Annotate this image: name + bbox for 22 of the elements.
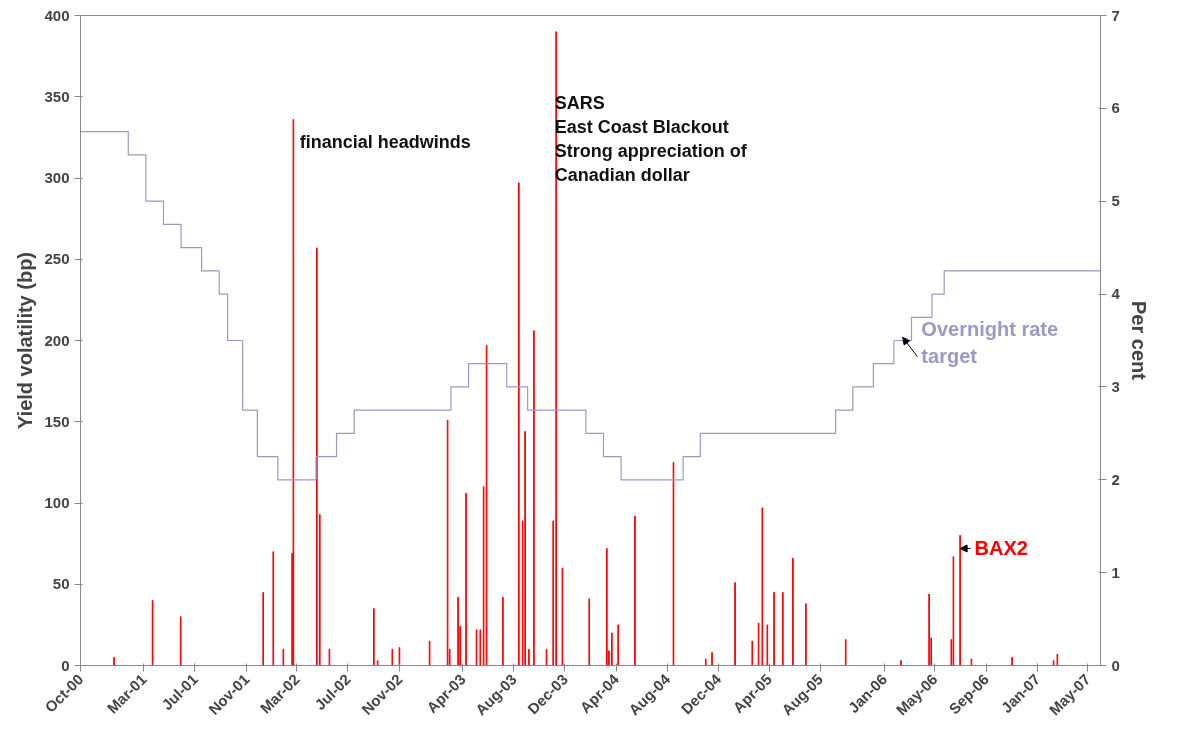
y-tick-label: 50 [52, 575, 70, 593]
y2-tick-label: 0 [1111, 656, 1120, 674]
y2-tick-label: 2 [1111, 470, 1120, 488]
y-tick-label: 300 [44, 169, 70, 186]
y2-tick-label: 1 [1111, 563, 1120, 581]
y-tick-label: 0 [61, 656, 70, 674]
y-tick-label: 150 [44, 412, 70, 430]
y2-tick-label: 3 [1111, 377, 1120, 395]
y-tick-label: 400 [44, 6, 70, 24]
y-tick-label: 350 [44, 87, 70, 105]
y-axis-title: Yield volatility (bp) [14, 251, 37, 430]
y2-tick-label: 4 [1111, 285, 1121, 303]
y2-tick-label: 6 [1111, 99, 1120, 117]
y2-tick-label: 5 [1111, 192, 1120, 210]
series-label: BAX2 [974, 536, 1028, 559]
y-tick-label: 200 [44, 331, 70, 349]
annotation: financial headwinds [299, 132, 471, 152]
y2-axis-title: Per cent [1127, 301, 1150, 381]
series-label: Overnight rate target [921, 318, 1059, 367]
y2-tick-label: 7 [1111, 6, 1120, 24]
y-tick-label: 100 [44, 494, 70, 511]
y-tick-label: 250 [44, 250, 70, 268]
